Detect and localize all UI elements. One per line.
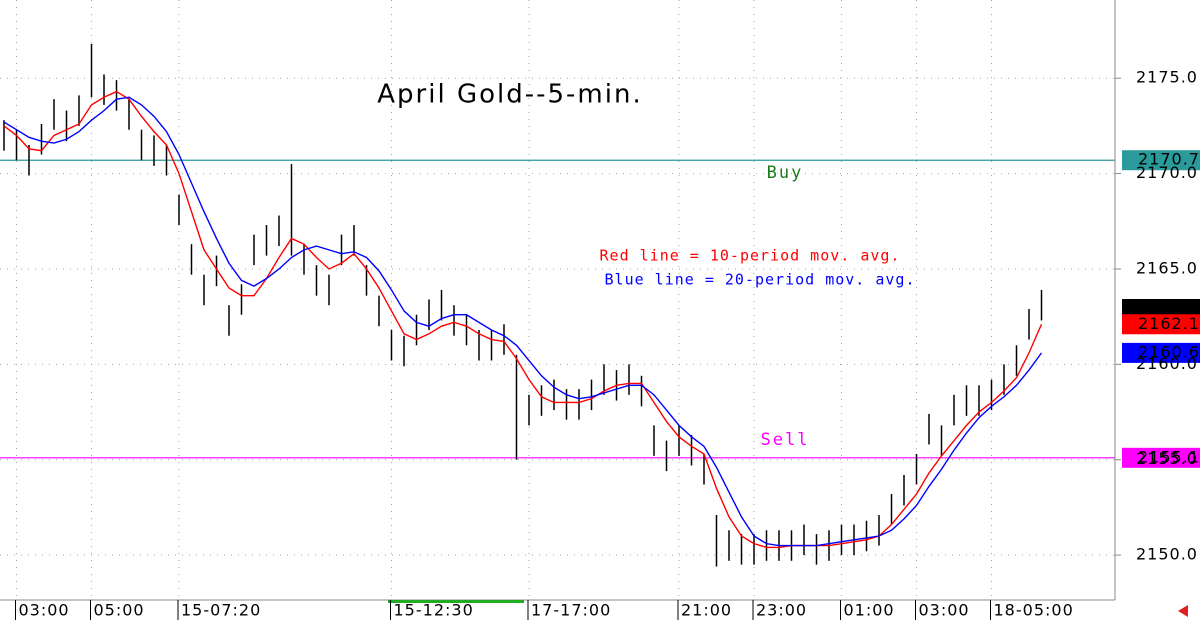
level-label: Buy <box>767 163 804 183</box>
x-tick-label: 23:00 <box>756 601 807 620</box>
y-tick-label: 2160.0 <box>1136 354 1198 373</box>
x-tick-label: 17-17:00 <box>531 601 611 620</box>
y-tick-label: 2175.0 <box>1136 68 1198 87</box>
chart-title: April Gold--5-min. <box>377 80 642 110</box>
price-tag <box>1122 314 1200 335</box>
y-tick-label: 2165.0 <box>1136 258 1198 277</box>
price-tag <box>1122 150 1200 171</box>
x-tick-label: 15-07:20 <box>181 601 261 620</box>
level-label: Sell <box>761 430 810 450</box>
price-tag-label: 2155.1 <box>1138 447 1200 466</box>
price-tag-label: 2162.9 <box>1138 299 1200 318</box>
price-tag <box>1122 342 1200 363</box>
x-tick-label: 03:00 <box>19 601 70 620</box>
x-tick-label: 01:00 <box>844 601 895 620</box>
x-tick-label: 03:00 <box>919 601 970 620</box>
x-tick-label: 05:00 <box>94 601 145 620</box>
marks <box>0 43 1115 567</box>
moving-average-line <box>3 90 1043 549</box>
y-tick-label: 2150.0 <box>1136 545 1198 564</box>
moving-average-line <box>3 96 1043 547</box>
x-tick-label: 21:00 <box>681 601 732 620</box>
y-tick-label: 2155.0 <box>1136 449 1198 468</box>
scroll-arrow[interactable] <box>1178 605 1188 617</box>
price-tag-label: 2160.6 <box>1138 342 1200 361</box>
x-tick-label: 18-05:00 <box>994 601 1074 620</box>
price-tag-label: 2170.7 <box>1138 150 1200 169</box>
legend-entry: Red line = 10-period mov. avg. <box>600 247 901 265</box>
price-tag <box>1122 299 1200 320</box>
price-tag <box>1122 447 1200 468</box>
y-tick-label: 2170.0 <box>1136 163 1198 182</box>
x-tick-label: 15-12:30 <box>394 601 474 620</box>
session-highlight <box>388 600 524 603</box>
price-tag-label: 2162.1 <box>1138 314 1200 333</box>
legend-entry: Blue line = 20-period mov. avg. <box>605 271 916 289</box>
